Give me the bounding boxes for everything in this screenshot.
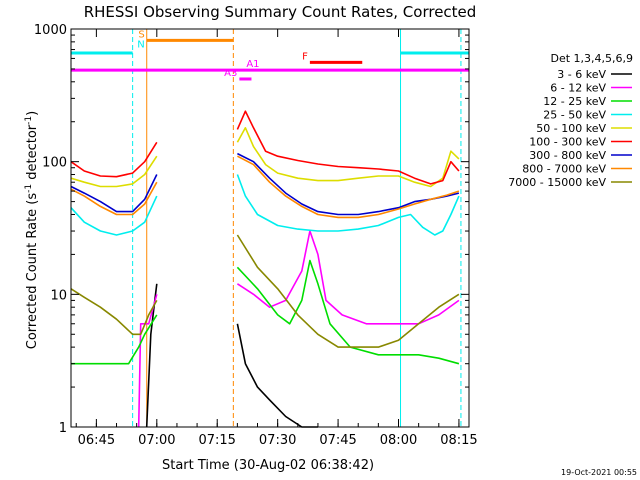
legend-label-8: 7000 - 15000 keV [508,176,606,189]
x-tick-label-6: 08:15 [440,433,477,448]
series-line-3-1 [236,174,460,236]
y-axis-label: Corrected Count Rate (s-1 detector-1) [24,111,40,349]
x-tick-label-1: 07:00 [138,433,175,448]
legend-label-7: 800 - 7000 keV [522,163,606,176]
series-line-1-1 [236,230,460,325]
series-line-5-0 [70,141,158,178]
flag-label-6: A3 [224,68,237,79]
legend-label-0: 3 - 6 keV [557,68,606,81]
x-tick-label-0: 06:45 [78,433,115,448]
y-tick-label-2: 100 [42,156,67,171]
flag-label-5: A1 [246,59,259,70]
y-axis-label-main: Corrected Count Rate (s [25,193,40,350]
y-axis-label-mid: detector [25,124,40,184]
chart-title: RHESSI Observing Summary Count Rates, Co… [84,3,477,21]
legend-label-5: 100 - 300 keV [529,136,606,149]
series-line-4-0 [70,155,158,188]
series-line-6-0 [70,174,158,213]
x-tick-label-3: 07:30 [259,433,296,448]
legend-label-4: 50 - 100 keV [536,122,606,135]
legend-label-2: 12 - 25 keV [543,95,606,108]
y-axis-label-end: ) [25,111,40,116]
flag-label-3: F [302,51,308,62]
flag-label-1: S [138,29,144,40]
y-tick-label-1: 10 [50,288,67,303]
timestamp: 19-Oct-2021 00:55 [561,468,637,477]
x-tick-label-4: 07:45 [319,433,356,448]
legend-title: Det 1,3,4,5,6,9 [550,52,633,65]
y-tick-label-3: 1000 [34,23,67,38]
series-line-3-0 [70,195,158,236]
series-line-2-1 [236,259,460,365]
x-tick-label-2: 07:15 [198,433,235,448]
legend-label-6: 300 - 800 keV [529,149,606,162]
series-line-8-1 [236,234,460,348]
y-tick-label-0: 1 [59,421,67,436]
plot-frame [70,28,470,428]
series-line-7-1 [237,155,460,219]
y-axis-label-sup2: -1 [24,116,34,125]
legend-label-1: 6 - 12 keV [550,82,606,95]
series-line-2-0 [71,314,158,365]
flag-label-2: N [137,39,144,50]
x-axis-label: Start Time (30-Aug-02 06:38:42) [162,458,374,473]
series-line-5-1 [236,110,460,185]
series-line-8-0 [70,288,158,336]
y-axis-label-sup1: -1 [24,184,34,193]
series-line-0-0 [145,283,158,428]
legend-label-3: 25 - 50 keV [543,109,606,122]
series-line-7-0 [70,181,158,216]
x-tick-label-5: 08:00 [380,433,417,448]
